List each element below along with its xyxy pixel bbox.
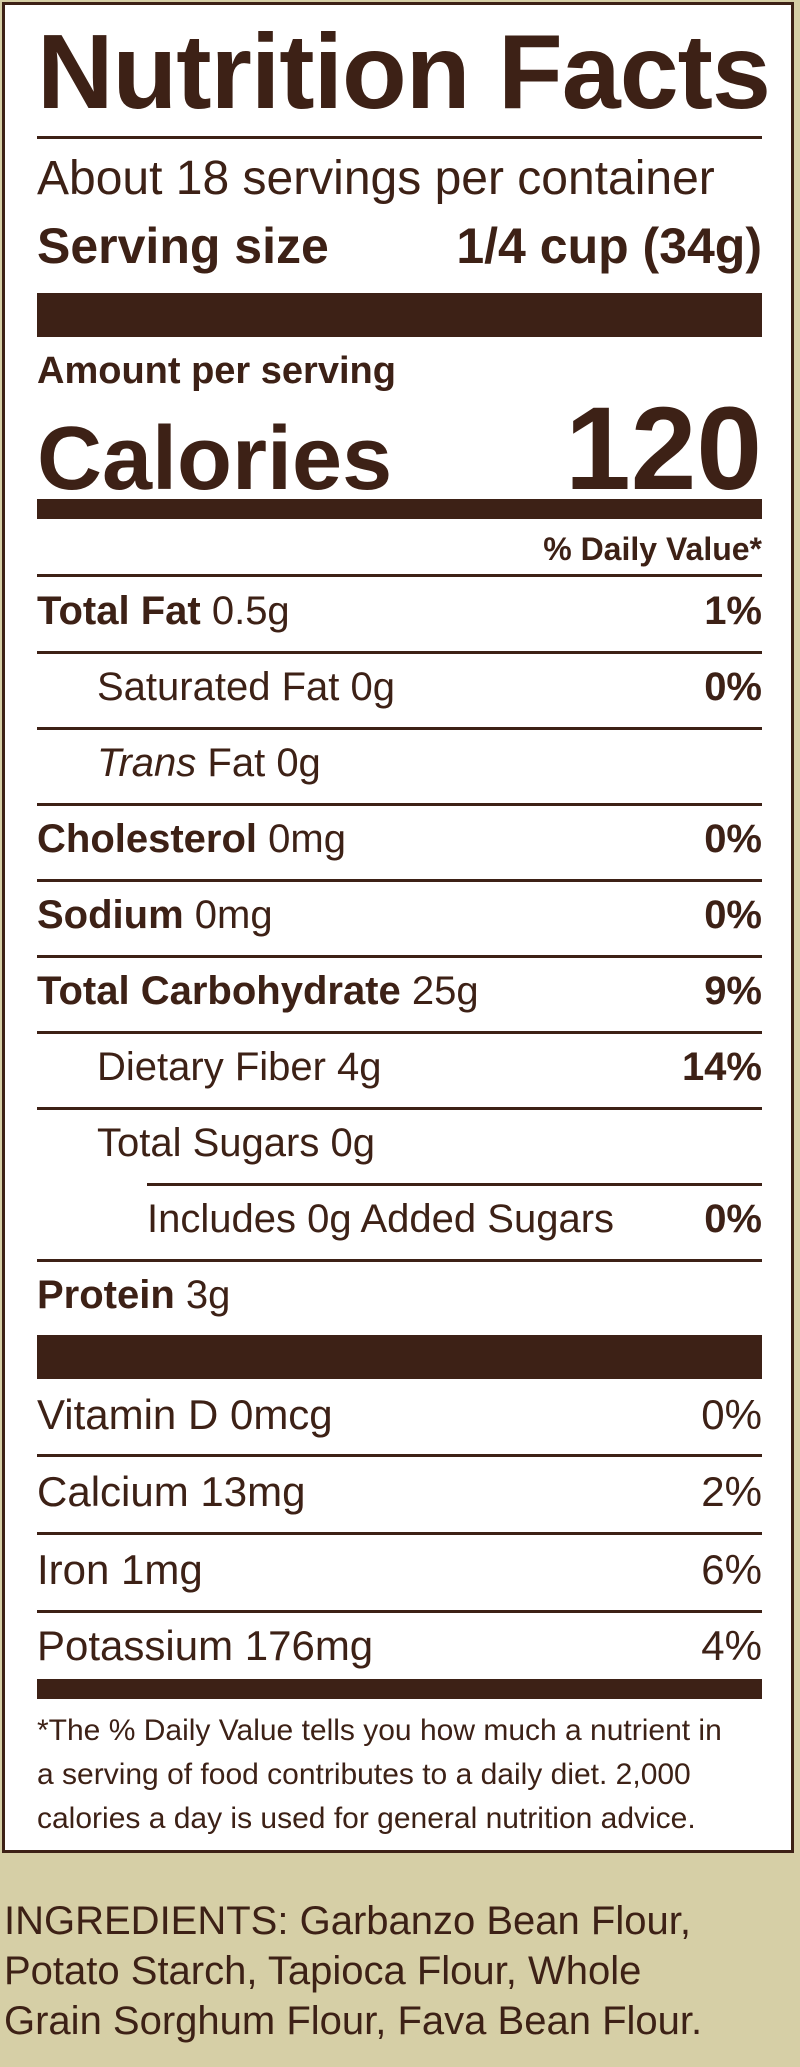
divider bbox=[37, 574, 762, 577]
divider bbox=[37, 651, 762, 654]
nutrient-row-protein: Protein 3g bbox=[37, 1273, 231, 1317]
calories-label: Calories bbox=[37, 409, 393, 509]
nutrient-row-dietary-fiber: Dietary Fiber 4g 14% bbox=[97, 1045, 762, 1089]
serving-size: Serving size 1/4 cup (34g) bbox=[37, 217, 762, 275]
serving-size-value: 1/4 cup (34g) bbox=[456, 218, 762, 274]
medium-divider bbox=[37, 499, 762, 519]
nutrient-row-sodium: Sodium 0mg 0% bbox=[37, 893, 762, 937]
medium-divider bbox=[37, 1679, 762, 1699]
divider bbox=[37, 955, 762, 958]
nutrient-row-cholesterol: Cholesterol 0mg 0% bbox=[37, 817, 762, 861]
divider bbox=[37, 136, 762, 139]
divider bbox=[37, 1107, 762, 1110]
divider bbox=[37, 879, 762, 882]
divider bbox=[37, 1259, 762, 1262]
vitamin-row-calcium: Calcium 13mg 2% bbox=[37, 1468, 762, 1515]
daily-value-header: % Daily Value* bbox=[543, 531, 762, 567]
thick-divider bbox=[37, 1335, 762, 1379]
ingredients-text: INGREDIENTS: Garbanzo Bean Flour, Potato… bbox=[4, 1899, 703, 2043]
vitamin-row-iron: Iron 1mg 6% bbox=[37, 1546, 762, 1593]
calories-value: 120 bbox=[565, 383, 762, 515]
divider bbox=[37, 1031, 762, 1034]
calories-row: Calories 120 bbox=[37, 390, 762, 511]
daily-value-footnote: *The % Daily Value tells you how much a … bbox=[37, 1714, 722, 1835]
vitamin-row-vitamin-d: Vitamin D 0mcg 0% bbox=[37, 1391, 762, 1438]
nutrient-row-trans-fat: Trans Fat 0g bbox=[97, 741, 321, 785]
divider bbox=[37, 1532, 762, 1535]
divider bbox=[37, 803, 762, 806]
divider bbox=[37, 1454, 762, 1457]
nutrient-row-total-fat: Total Fat 0.5g 1% bbox=[37, 589, 762, 633]
thick-divider bbox=[37, 293, 762, 337]
vitamin-row-potassium: Potassium 176mg 4% bbox=[37, 1622, 762, 1669]
nutrient-row-added-sugars: Includes 0g Added Sugars 0% bbox=[147, 1197, 762, 1241]
divider bbox=[37, 1610, 762, 1613]
amount-per-serving: Amount per serving bbox=[37, 350, 396, 392]
nutrient-row-total-carbohydrate: Total Carbohydrate 25g 9% bbox=[37, 969, 762, 1013]
servings-per-container: About 18 servings per container bbox=[37, 152, 715, 205]
divider bbox=[37, 727, 762, 730]
divider bbox=[147, 1183, 762, 1186]
nutrient-row-total-sugars: Total Sugars 0g bbox=[97, 1121, 375, 1165]
nutrient-row-saturated-fat: Saturated Fat 0g 0% bbox=[97, 665, 762, 709]
serving-size-label: Serving size bbox=[37, 218, 329, 274]
nutrition-facts-panel: Nutrition Facts About 18 servings per co… bbox=[2, 2, 794, 1853]
nutrition-facts-title: Nutrition Facts bbox=[37, 13, 771, 131]
